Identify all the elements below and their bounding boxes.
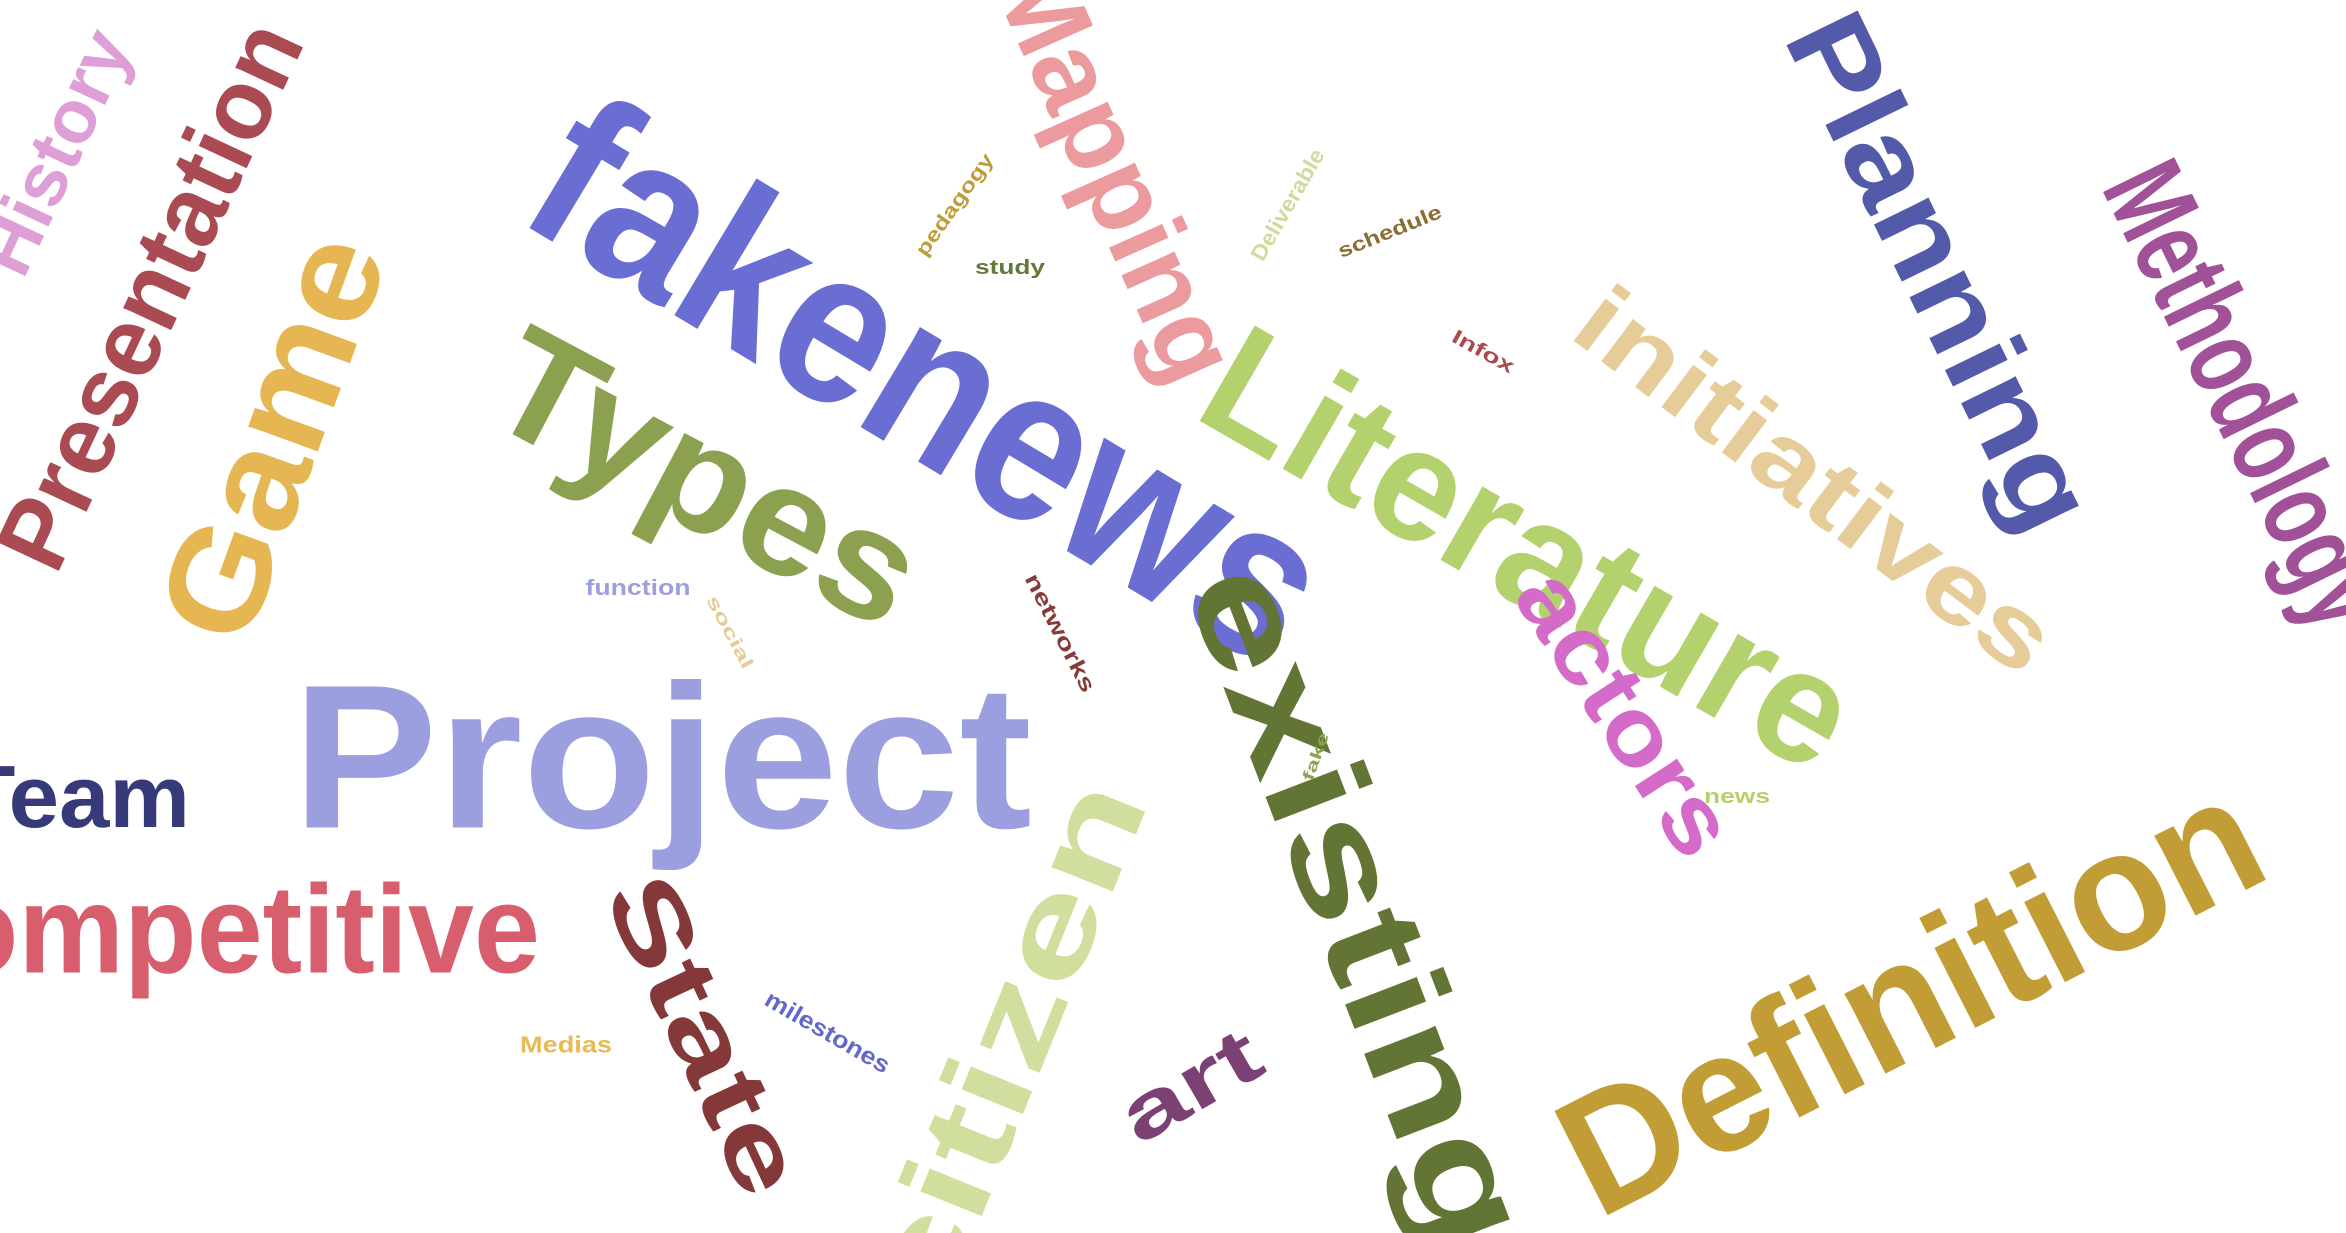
word-art: art [1103,1009,1277,1161]
word-existing: existing [1155,539,1566,1233]
word-function: function [585,575,691,600]
word-medias: Medias [520,1031,613,1058]
word-deliverable: Deliverable [1245,144,1330,266]
word-study: study [975,257,1046,279]
word-infox: Infox [1447,325,1519,379]
word-competitive: Competitive [0,860,541,1000]
word-pedagogy: pedagogy [911,149,999,261]
word-schedule: schedule [1334,201,1446,263]
word-project: Project [292,642,1033,872]
word-methodology: Methodology [2078,142,2346,648]
word-news: news [1704,786,1771,808]
word-state: State [582,857,828,1213]
word-team: Team [0,747,191,846]
